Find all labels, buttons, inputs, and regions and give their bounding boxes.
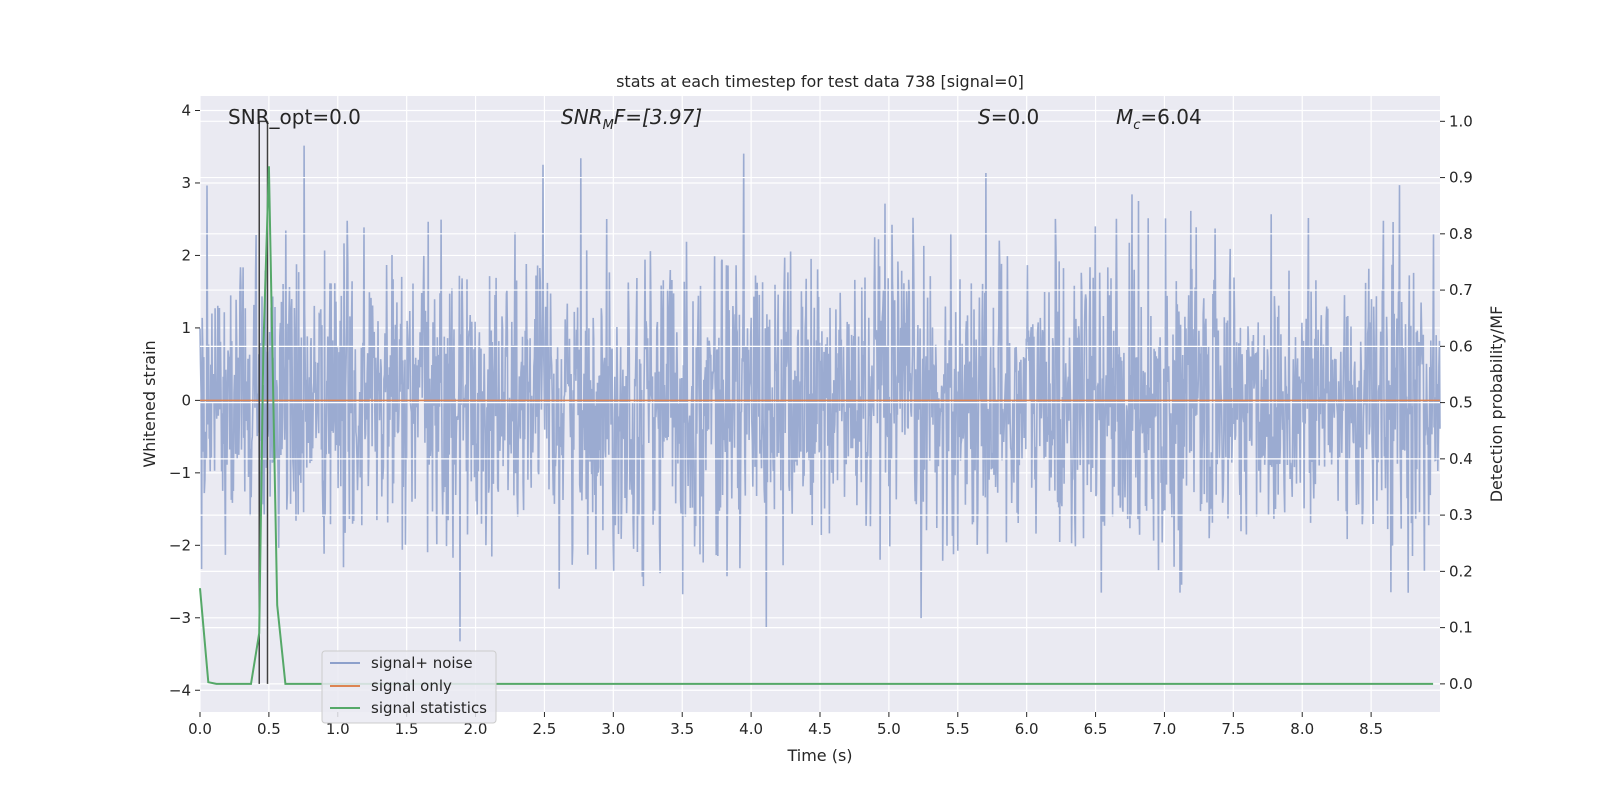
x-tick-label: 8.0	[1290, 720, 1314, 738]
y-right-tick-label: 0.9	[1449, 169, 1473, 187]
legend-label-signal-only: signal only	[371, 677, 452, 695]
legend-label-signal-noise: signal+ noise	[371, 654, 473, 672]
x-tick-label: 1.5	[395, 720, 419, 738]
x-tick-label: 6.0	[1015, 720, 1039, 738]
y-left-tick-label: 3	[181, 174, 191, 192]
y-axis-left-label: Whitened strain	[140, 340, 159, 467]
y-left-tick-label: −4	[169, 681, 191, 699]
signal-statistics-series	[199, 166, 1434, 685]
snr-mf-annotation: SNRMF=[3.97]	[561, 105, 702, 133]
mc-subscript: c	[1133, 118, 1140, 133]
x-tick-label: 4.0	[739, 720, 763, 738]
snr-mf-subscript: M	[603, 118, 614, 133]
x-tick-label: 3.5	[670, 720, 694, 738]
x-tick-label: 6.5	[1084, 720, 1108, 738]
y-left-tick-label: −2	[169, 536, 191, 554]
y-left-tick-label: −1	[169, 464, 191, 482]
snr-opt-annotation: SNR_opt=0.0	[228, 105, 361, 129]
y-left-tick-label: 0	[181, 391, 191, 409]
s-symbol: S	[978, 105, 991, 129]
legend: signal+ noise signal only signal statist…	[321, 650, 497, 724]
legend-box	[321, 650, 497, 724]
y-right-tick-label: 0.1	[1449, 619, 1473, 637]
chart-title: stats at each timestep for test data 738…	[616, 72, 1024, 91]
x-tick-label: 0.5	[257, 720, 281, 738]
s-annotation: S=0.0	[978, 105, 1039, 129]
signal-statistics-line	[199, 166, 1434, 685]
y-left-tick-label: 2	[181, 246, 191, 264]
x-axis-ticks: 0.0 0.5 1.0 1.5 2.0 2.5 3.0 3.5 4.0 4.5 5.0 5.5 6.0 6…	[188, 712, 1383, 738]
y-axis-right-label: Detection probability/MF	[1487, 306, 1506, 503]
y-axis-left-ticks: −4 −3 −2 −1 0 1 2 3 4	[169, 101, 200, 699]
x-tick-label: 3.0	[601, 720, 625, 738]
x-tick-label: 5.0	[877, 720, 901, 738]
x-axis-label: Time (s)	[786, 746, 852, 765]
y-right-tick-label: 1.0	[1449, 112, 1473, 130]
grid-overlay	[200, 120, 1440, 685]
x-tick-label: 1.0	[326, 720, 350, 738]
y-right-tick-label: 0.0	[1449, 675, 1473, 693]
y-left-tick-label: −3	[169, 609, 191, 627]
mc-annotation: Mc=6.04	[1116, 105, 1202, 133]
y-right-tick-label: 0.3	[1449, 506, 1473, 524]
y-right-tick-label: 0.8	[1449, 225, 1473, 243]
legend-label-signal-statistics: signal statistics	[371, 699, 487, 717]
signal-noise-line	[199, 145, 1441, 642]
snr-mf-symbol: SNR	[561, 105, 603, 129]
y-right-tick-label: 0.2	[1449, 562, 1473, 580]
y-left-tick-label: 4	[181, 101, 191, 119]
snr-mf-value: F=[3.97]	[614, 105, 702, 129]
signal-noise-series	[199, 145, 1441, 642]
y-left-tick-label: 1	[181, 319, 191, 337]
x-tick-label: 0.0	[188, 720, 212, 738]
x-tick-label: 2.0	[464, 720, 488, 738]
x-tick-label: 7.5	[1221, 720, 1245, 738]
y-right-tick-label: 0.5	[1449, 394, 1473, 412]
x-tick-label: 7.0	[1153, 720, 1177, 738]
y-axis-right-ticks: 0.0 0.1 0.2 0.3 0.4 0.5 0.6 0.7 0.8 0.9 1.0	[1440, 112, 1473, 693]
x-tick-label: 4.5	[808, 720, 832, 738]
y-right-tick-label: 0.6	[1449, 337, 1473, 355]
s-value: =0.0	[991, 105, 1040, 129]
x-tick-label: 8.5	[1359, 720, 1383, 738]
y-right-tick-label: 0.7	[1449, 281, 1473, 299]
mc-symbol: M	[1116, 105, 1133, 129]
x-tick-label: 2.5	[533, 720, 557, 738]
y-right-tick-label: 0.4	[1449, 450, 1473, 468]
mc-value: =6.04	[1140, 105, 1201, 129]
x-tick-label: 5.5	[946, 720, 970, 738]
